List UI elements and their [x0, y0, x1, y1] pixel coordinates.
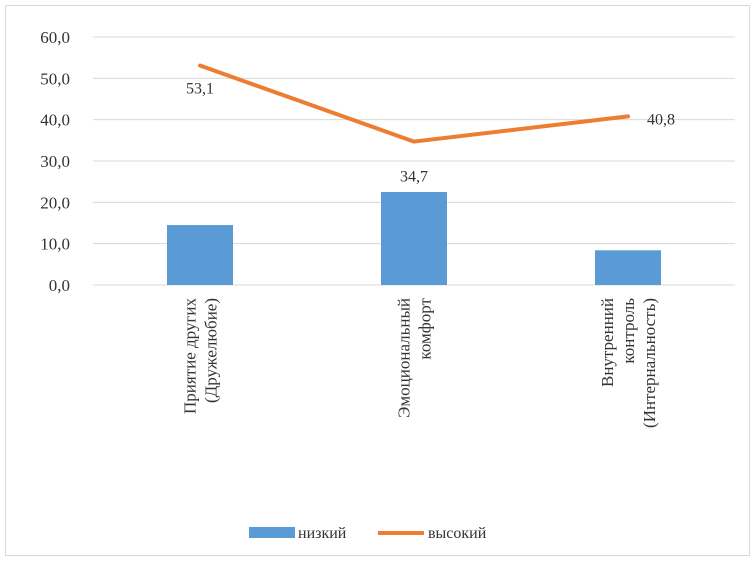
y-tick-label: 30,0	[40, 152, 70, 171]
y-tick-label: 40,0	[40, 111, 70, 130]
y-tick-label: 10,0	[40, 235, 70, 254]
y-tick-label: 50,0	[40, 69, 70, 88]
bar	[595, 250, 661, 285]
category-label-line: (Дружелюбие)	[202, 298, 221, 403]
category-label-line: (Интернальность)	[640, 298, 659, 428]
legend: низкий высокий	[249, 525, 487, 542]
data-label: 40,8	[647, 111, 675, 128]
category-label: Эмоциональный комфорт	[395, 297, 435, 417]
data-label: 34,7	[400, 169, 428, 186]
bar-layer	[167, 192, 661, 285]
y-tick-label: 20,0	[40, 193, 70, 212]
category-label-line: Эмоциональный	[395, 298, 414, 418]
category-label-line: Приятие других	[181, 298, 200, 415]
category-label-line: комфорт	[416, 297, 435, 359]
line-layer	[198, 63, 630, 144]
y-tick-label: 0,0	[49, 276, 70, 295]
category-label-line: контроль	[619, 298, 638, 364]
bar	[167, 225, 233, 285]
line-series-vysokiy	[198, 63, 630, 144]
category-label: Приятие других (Дружелюбие)	[181, 298, 221, 415]
legend-label: низкий	[298, 525, 347, 542]
legend-swatch-bar	[249, 527, 295, 538]
label-layer: 0,0 10,0 20,0 30,0 40,0 50,0 60,0 53,1 34,7 40,8 П…	[40, 28, 675, 428]
legend-label: высокий	[428, 525, 487, 542]
bar	[381, 192, 447, 285]
y-tick-label: 60,0	[40, 28, 70, 47]
category-label-line: Внутренний	[598, 298, 617, 387]
category-label: Внутренний контроль (Интернальность)	[598, 298, 659, 428]
data-label: 53,1	[186, 81, 214, 98]
